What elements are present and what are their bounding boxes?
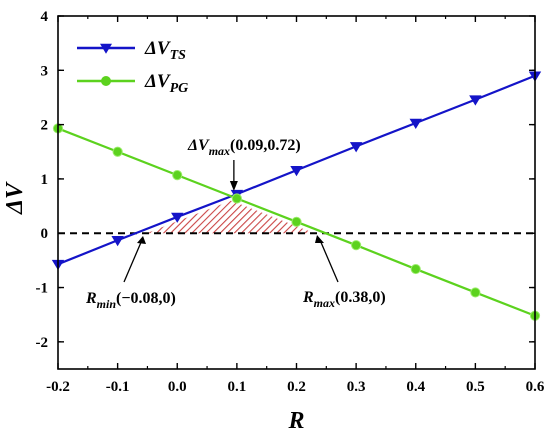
legend-label: ΔVTS bbox=[144, 38, 186, 63]
x-tick-label: 0.6 bbox=[526, 379, 545, 395]
annotation-arrowhead bbox=[229, 181, 238, 191]
x-axis-title: R bbox=[287, 408, 304, 434]
data-point-ts bbox=[171, 212, 184, 223]
series-ts bbox=[51, 71, 542, 271]
data-point-ts bbox=[290, 165, 303, 177]
annotation-arrow bbox=[123, 239, 143, 283]
data-point-pg bbox=[291, 216, 302, 227]
x-tick-label: 0.0 bbox=[168, 379, 187, 395]
data-point-pg bbox=[410, 263, 421, 275]
annotation-arrow bbox=[319, 239, 339, 283]
shaded-region bbox=[147, 200, 315, 234]
data-point-pg bbox=[112, 146, 123, 157]
x-tick-label: 0.2 bbox=[287, 379, 306, 395]
legend-label: ΔVPG bbox=[144, 71, 188, 96]
data-point-pg bbox=[470, 287, 481, 298]
y-tick-label: 0 bbox=[41, 226, 49, 242]
y-tick-label: 3 bbox=[41, 63, 49, 79]
annotation-arrowhead bbox=[137, 236, 146, 244]
data-point-pg bbox=[351, 240, 362, 251]
annotation-r-max: Rmax(0.38,0) bbox=[302, 235, 386, 310]
y-axis-title: ΔV bbox=[2, 181, 28, 215]
data-point-ts bbox=[469, 95, 482, 106]
y-tick-label: 1 bbox=[41, 172, 49, 188]
annotation-arrowhead bbox=[315, 235, 324, 243]
x-tick-label: -0.1 bbox=[106, 379, 130, 395]
x-tick-label: -0.2 bbox=[46, 379, 70, 395]
shaded-area bbox=[147, 200, 315, 234]
y-tick-label: -2 bbox=[36, 335, 49, 351]
annotation-r-max-label: Rmax(0.38,0) bbox=[302, 289, 386, 310]
y-axis: -2 -1 0 1 2 3 4 bbox=[36, 9, 535, 351]
data-point-ts bbox=[409, 118, 422, 129]
annotation-dv-max-label: ΔVmax(0.09,0.72) bbox=[187, 137, 301, 158]
x-axis: -0.2 -0.1 0.0 0.1 0.2 0.3 0.4 0.5 0.6 bbox=[46, 16, 545, 395]
x-tick-label: 0.4 bbox=[406, 379, 425, 395]
legend-marker bbox=[101, 76, 111, 86]
y-tick-label: -1 bbox=[36, 281, 49, 297]
annotation-r-min-label: Rmin(−0.08,0) bbox=[85, 290, 176, 311]
data-point-pg bbox=[231, 193, 242, 204]
annotation-r-min: Rmin(−0.08,0) bbox=[85, 236, 176, 311]
annotation-dv-max: ΔVmax(0.09,0.72) bbox=[187, 137, 301, 191]
legend-item-ts: ΔVTS bbox=[77, 38, 186, 63]
legend-item-pg: ΔVPG bbox=[77, 71, 188, 96]
x-tick-label: 0.5 bbox=[466, 379, 485, 395]
legend: ΔVTS ΔVPG bbox=[77, 38, 188, 96]
y-tick-label: 2 bbox=[41, 118, 49, 134]
x-tick-label: 0.1 bbox=[228, 379, 247, 395]
data-point-ts bbox=[349, 142, 363, 153]
data-point-pg bbox=[172, 170, 183, 181]
plot-frame bbox=[57, 15, 536, 370]
data-point-ts bbox=[111, 236, 124, 247]
x-tick-label: 0.3 bbox=[347, 379, 366, 395]
y-tick-label: 4 bbox=[41, 9, 49, 25]
legend-marker bbox=[100, 43, 112, 54]
